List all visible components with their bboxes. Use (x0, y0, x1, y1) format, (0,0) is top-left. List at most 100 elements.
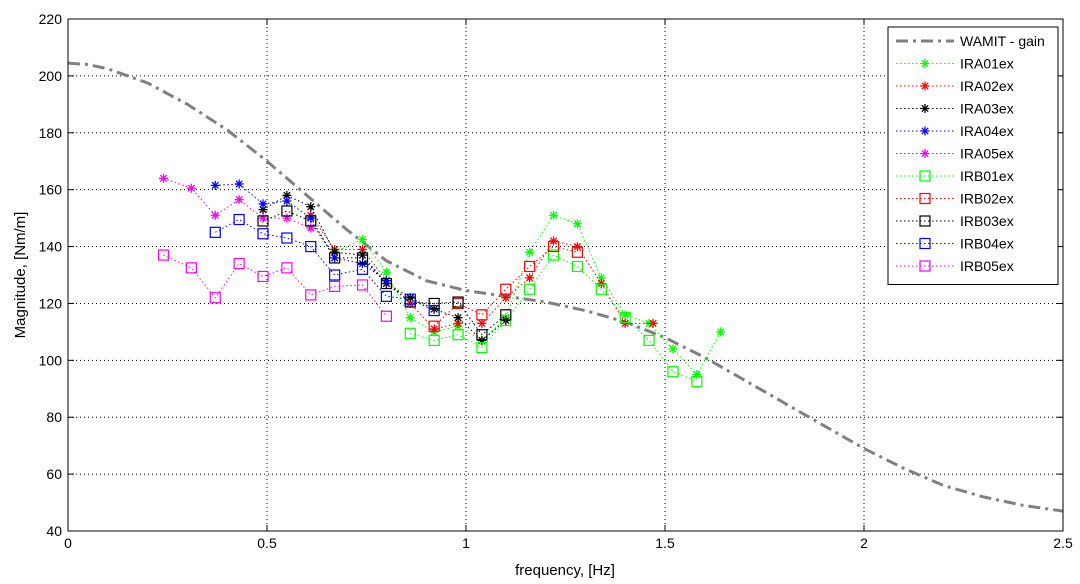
series-layer (67, 61, 1064, 513)
data-point (281, 205, 293, 217)
data-point (234, 179, 244, 189)
legend-entry: IRA02ex (896, 78, 1014, 94)
axis-ticks: 0 0.5 1 1.5 2 2.5 40 60 80 100 120 140 160 180 200 220 (39, 11, 1073, 551)
data-point (919, 192, 931, 205)
data-point (257, 270, 269, 283)
y-tick-label: 120 (39, 295, 63, 311)
data-point (381, 267, 391, 277)
data-point (282, 196, 292, 206)
data-point (330, 247, 340, 257)
legend-label: IRB01ex (960, 168, 1014, 184)
y-tick-label: 220 (39, 11, 63, 27)
data-point (524, 283, 536, 295)
data-point (571, 260, 584, 273)
data-point (159, 173, 169, 183)
legend: WAMIT - gain IRA01ex IRA02ex IRA03ex IRA04ex… (887, 26, 1059, 285)
legend-entry: IRA04ex (896, 123, 1014, 139)
data-point (716, 327, 726, 337)
grid (68, 19, 1063, 531)
legend-entry: IRB01ex (896, 168, 1014, 184)
data-point (920, 149, 930, 158)
data-point (356, 263, 369, 275)
data-point (501, 293, 511, 303)
data-point (257, 215, 269, 227)
legend-label: IRB05ex (960, 258, 1014, 274)
y-tick-label: 80 (46, 409, 62, 425)
data-point (329, 269, 341, 281)
data-point (525, 247, 535, 257)
data-point (428, 334, 440, 347)
data-point (524, 260, 536, 273)
x-tick-label: 2.5 (1053, 535, 1073, 551)
data-point (258, 213, 268, 223)
y-axis-label: Magnitude, [Nm/m] (12, 212, 29, 339)
data-point (619, 312, 631, 324)
legend-entry: IRA03ex (896, 101, 1014, 117)
data-point (428, 297, 440, 310)
legend-entry: IRB02ex (896, 191, 1014, 207)
data-point (209, 226, 221, 238)
data-point (380, 310, 392, 322)
data-point (210, 210, 220, 220)
data-point (356, 279, 369, 291)
data-point (186, 183, 196, 193)
series-irb01ex (404, 249, 703, 388)
data-point (596, 279, 606, 289)
y-tick-label: 180 (39, 125, 63, 141)
data-point (920, 59, 930, 68)
series-ira05ex (159, 173, 316, 233)
data-point (428, 320, 440, 332)
data-point (329, 280, 341, 292)
data-point (257, 228, 269, 240)
legend-entry: IRB05ex (896, 258, 1014, 274)
series-line (215, 218, 435, 312)
x-tick-label: 1 (462, 535, 470, 551)
data-point (595, 283, 607, 295)
legend-label: IRA05ex (960, 146, 1014, 162)
data-point (258, 199, 268, 209)
data-point (525, 273, 535, 283)
data-point (500, 283, 512, 295)
legend-label: WAMIT - gain (960, 33, 1045, 49)
data-point (572, 242, 582, 252)
data-point (428, 304, 440, 317)
data-point (305, 215, 317, 227)
y-tick-label: 40 (46, 523, 62, 539)
data-point (549, 210, 559, 220)
data-point (356, 252, 369, 264)
legend-box (887, 26, 1059, 285)
series-irb05ex (157, 249, 392, 322)
data-point (330, 253, 340, 263)
data-point (281, 232, 293, 244)
data-point (572, 219, 582, 229)
data-point (476, 341, 488, 354)
data-point (281, 262, 293, 274)
data-point (620, 318, 630, 328)
data-point (643, 334, 655, 347)
y-tick-label: 160 (39, 182, 63, 198)
legend-entry: IRA01ex (896, 56, 1014, 72)
series-irb04ex (209, 213, 440, 317)
data-point (476, 309, 488, 321)
data-point (692, 370, 702, 380)
data-point (233, 258, 245, 270)
x-axis-label: frequency, [Hz] (515, 562, 615, 579)
data-point (453, 318, 463, 328)
data-point (919, 260, 931, 272)
legend-label: IRA02ex (960, 78, 1014, 94)
data-point (404, 327, 416, 339)
series-line (215, 183, 387, 282)
data-point (380, 277, 392, 290)
series-irb03ex (257, 205, 512, 341)
legend-entry: IRB03ex (896, 213, 1014, 229)
data-point (209, 292, 221, 304)
x-tick-label: 1.5 (655, 535, 675, 551)
data-point (547, 240, 560, 253)
data-point (620, 310, 630, 320)
series-line (67, 61, 1064, 513)
data-point (919, 237, 931, 250)
legend-entry: WAMIT - gain (896, 33, 1045, 49)
series-irb02ex (428, 240, 584, 332)
data-point (571, 246, 584, 258)
